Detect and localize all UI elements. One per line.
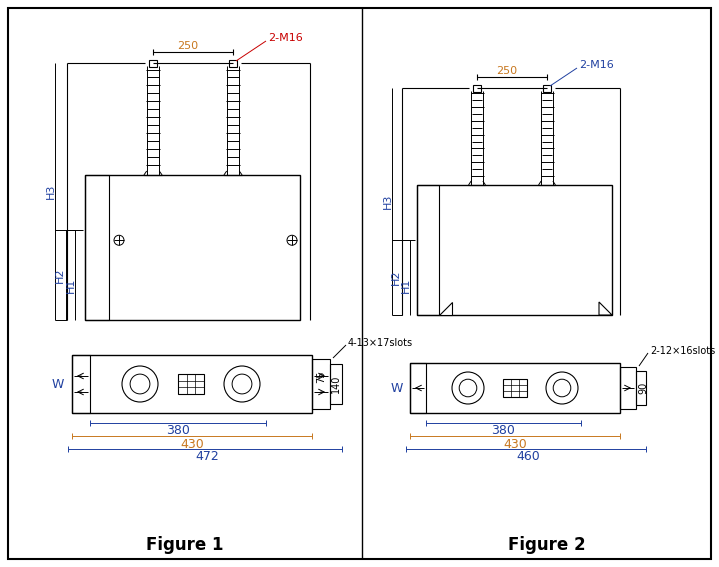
Text: 250: 250 xyxy=(496,66,518,76)
Text: H1: H1 xyxy=(66,277,76,293)
Bar xyxy=(543,85,551,92)
Text: 2-M16: 2-M16 xyxy=(268,33,303,43)
Text: H2: H2 xyxy=(55,267,65,283)
Text: 380: 380 xyxy=(492,425,516,438)
Bar xyxy=(473,85,481,92)
Bar xyxy=(410,363,426,413)
Text: 2-12×16slots: 2-12×16slots xyxy=(650,346,715,356)
Bar xyxy=(72,355,312,413)
Text: 90: 90 xyxy=(638,382,648,394)
Bar xyxy=(229,60,237,67)
Text: H3: H3 xyxy=(46,184,56,199)
Text: H1: H1 xyxy=(401,278,411,293)
Text: 430: 430 xyxy=(503,438,527,451)
Polygon shape xyxy=(439,302,452,315)
Bar xyxy=(85,175,109,320)
Text: 2-M16: 2-M16 xyxy=(579,60,614,70)
Bar xyxy=(636,371,646,405)
Bar xyxy=(417,185,439,315)
Bar xyxy=(178,374,204,394)
Bar xyxy=(620,367,636,409)
Text: 4-13×17slots: 4-13×17slots xyxy=(348,338,413,348)
Text: 140: 140 xyxy=(331,375,341,393)
Bar xyxy=(410,363,620,413)
Bar xyxy=(72,355,90,413)
Text: Figure 2: Figure 2 xyxy=(508,536,586,554)
Bar xyxy=(330,364,342,404)
Text: Figure 1: Figure 1 xyxy=(146,536,224,554)
Bar xyxy=(417,185,612,315)
Polygon shape xyxy=(599,302,612,315)
Bar xyxy=(85,175,300,320)
Text: 472: 472 xyxy=(195,451,219,463)
Text: 250: 250 xyxy=(178,41,198,51)
Text: W: W xyxy=(391,382,403,395)
Text: 380: 380 xyxy=(166,425,190,438)
Text: H3: H3 xyxy=(383,194,393,209)
Bar xyxy=(149,60,157,67)
Text: 75: 75 xyxy=(316,371,326,383)
Bar xyxy=(503,379,527,397)
Text: W: W xyxy=(52,378,64,391)
Text: 430: 430 xyxy=(180,438,204,451)
Bar xyxy=(312,359,330,409)
Text: H2: H2 xyxy=(391,269,401,285)
Text: 460: 460 xyxy=(516,451,540,463)
